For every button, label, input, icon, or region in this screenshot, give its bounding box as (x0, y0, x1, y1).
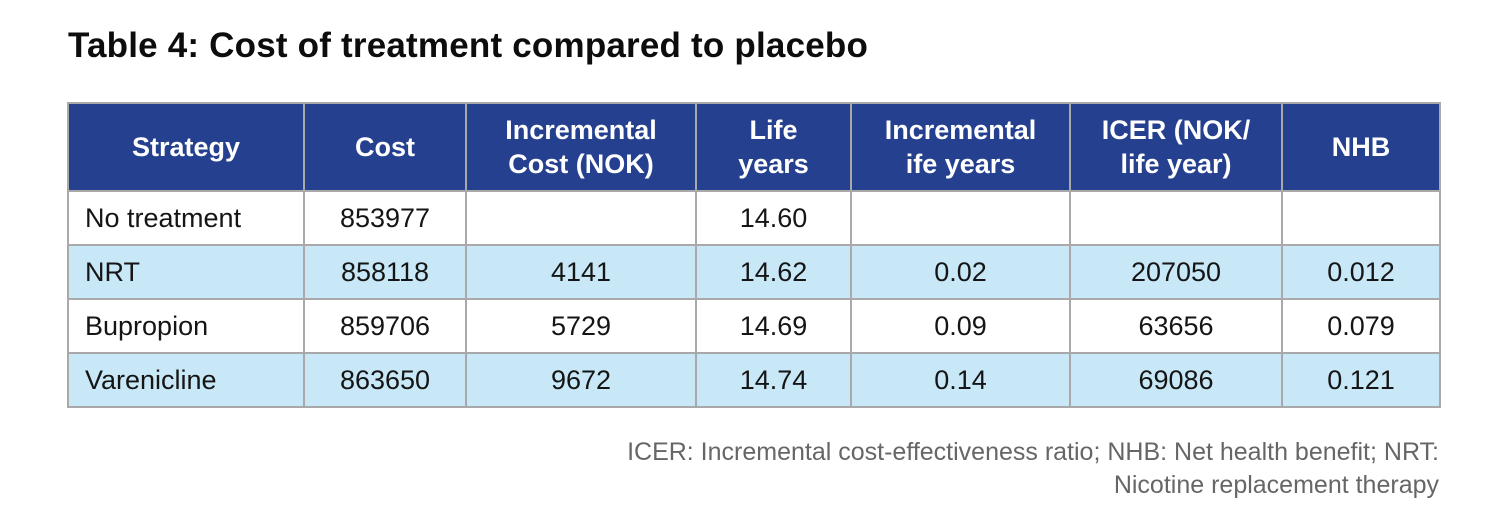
table-row: Varenicline 863650 9672 14.74 0.14 69086… (67, 352, 1441, 408)
cell-icer: 63656 (1069, 298, 1283, 354)
cell-strategy: No treatment (67, 190, 305, 246)
cell-cost: 858118 (303, 244, 467, 300)
cell-icer: 207050 (1069, 244, 1283, 300)
cell-incremental-life-years: 0.09 (850, 298, 1071, 354)
table-row: No treatment 853977 14.60 (67, 190, 1441, 246)
table-row: Bupropion 859706 5729 14.69 0.09 63656 0… (67, 298, 1441, 354)
footnote-line: Nicotine replacement therapy (1113, 471, 1439, 499)
cell-incremental-life-years: 0.14 (850, 352, 1071, 408)
cell-incremental-cost: 4141 (465, 244, 697, 300)
cell-icer: 69086 (1069, 352, 1283, 408)
header-icer: ICER (NOK/life year) (1069, 102, 1283, 192)
cell-cost: 863650 (303, 352, 467, 408)
header-cost: Cost (303, 102, 467, 192)
header-incremental-life-years: Incremental ife years (850, 102, 1071, 192)
cost-table: Strategy Cost Incremental Cost (NOK) Life… (67, 102, 1441, 408)
cell-strategy: NRT (67, 244, 305, 300)
cell-strategy: Bupropion (67, 298, 305, 354)
footnote-line: ICER: Incremental cost-effectiveness rat… (627, 438, 1439, 466)
table-title: Table 4: Cost of treatment compared to p… (68, 26, 869, 65)
cell-nhb: 0.079 (1281, 298, 1441, 354)
header-row: Strategy Cost Incremental Cost (NOK) Life… (67, 102, 1441, 192)
cell-incremental-cost: 9672 (465, 352, 697, 408)
cell-incremental-life-years (850, 190, 1071, 246)
header-life-years: Life years (695, 102, 852, 192)
cell-life-years: 14.69 (695, 298, 852, 354)
cell-nhb: 0.012 (1281, 244, 1441, 300)
table-footnote: ICER: Incremental cost-effectiveness rat… (439, 436, 1439, 502)
cell-life-years: 14.74 (695, 352, 852, 408)
cell-incremental-life-years: 0.02 (850, 244, 1071, 300)
cell-nhb: 0.121 (1281, 352, 1441, 408)
cell-icer (1069, 190, 1283, 246)
header-nhb: NHB (1281, 102, 1441, 192)
table-row: NRT 858118 4141 14.62 0.02 207050 0.012 (67, 244, 1441, 300)
cell-incremental-cost (465, 190, 697, 246)
cell-cost: 853977 (303, 190, 467, 246)
cell-life-years: 14.60 (695, 190, 852, 246)
cell-incremental-cost: 5729 (465, 298, 697, 354)
header-strategy: Strategy (67, 102, 305, 192)
cell-nhb (1281, 190, 1441, 246)
cell-cost: 859706 (303, 298, 467, 354)
cell-strategy: Varenicline (67, 352, 305, 408)
header-incremental-cost: Incremental Cost (NOK) (465, 102, 697, 192)
cell-life-years: 14.62 (695, 244, 852, 300)
